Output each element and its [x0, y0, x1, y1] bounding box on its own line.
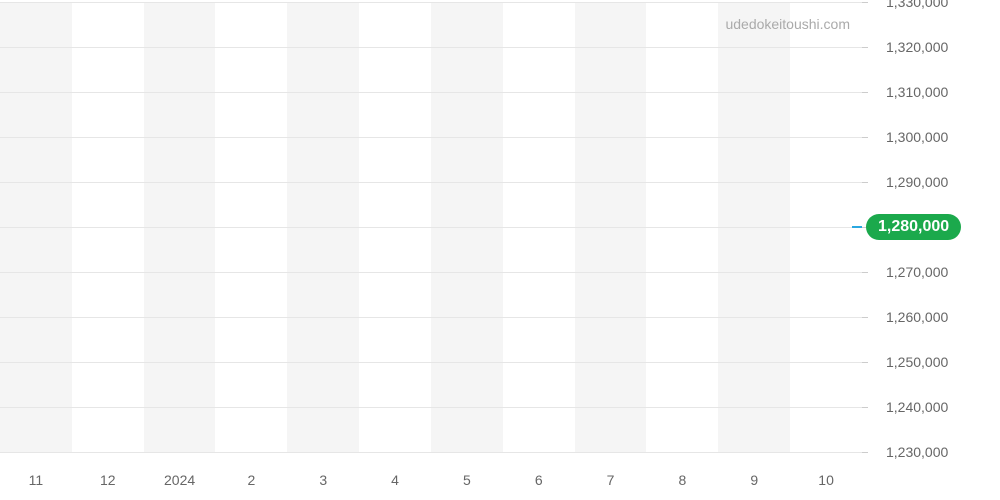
y-gridline — [0, 362, 862, 363]
x-tick-label: 2 — [248, 472, 256, 488]
y-gridline — [0, 182, 862, 183]
x-tick-label: 2024 — [164, 472, 195, 488]
y-tick-mark — [862, 182, 868, 183]
y-gridline — [0, 2, 862, 3]
x-tick-label: 11 — [29, 472, 44, 488]
y-gridline — [0, 272, 862, 273]
y-gridline — [0, 47, 862, 48]
y-tick-label: 1,330,000 — [886, 0, 948, 10]
watermark: udedokeitoushi.com — [700, 16, 850, 32]
y-gridline — [0, 317, 862, 318]
x-tick-label: 7 — [607, 472, 615, 488]
y-tick-label: 1,310,000 — [886, 84, 948, 100]
y-tick-mark — [862, 452, 868, 453]
y-tick-mark — [862, 47, 868, 48]
x-tick-label: 3 — [319, 472, 327, 488]
y-tick-label: 1,250,000 — [886, 354, 948, 370]
x-tick-label: 8 — [679, 472, 687, 488]
y-gridline — [0, 227, 862, 228]
x-tick-label: 10 — [818, 472, 834, 488]
y-tick-label: 1,270,000 — [886, 264, 948, 280]
x-tick-label: 5 — [463, 472, 471, 488]
x-tick-label: 12 — [100, 472, 116, 488]
data-point-marker — [852, 226, 862, 228]
y-tick-label: 1,290,000 — [886, 174, 948, 190]
price-chart: 1,230,000 1,240,000 1,250,000 1,260,000 1,27… — [0, 0, 1000, 500]
x-tick-label: 4 — [391, 472, 399, 488]
y-tick-mark — [862, 317, 868, 318]
x-tick-label: 6 — [535, 472, 543, 488]
y-tick-mark — [862, 2, 868, 3]
y-tick-label: 1,300,000 — [886, 129, 948, 145]
y-gridline — [0, 92, 862, 93]
y-gridline — [0, 407, 862, 408]
y-gridline — [0, 452, 862, 453]
y-tick-label: 1,320,000 — [886, 39, 948, 55]
y-tick-mark — [862, 92, 868, 93]
y-tick-mark — [862, 407, 868, 408]
y-gridline — [0, 137, 862, 138]
x-tick-label: 9 — [750, 472, 758, 488]
y-tick-mark — [862, 137, 868, 138]
y-tick-mark — [862, 272, 868, 273]
y-tick-label: 1,240,000 — [886, 399, 948, 415]
plot-area — [0, 2, 862, 452]
y-tick-mark — [862, 362, 868, 363]
y-tick-label: 1,260,000 — [886, 309, 948, 325]
y-tick-label: 1,230,000 — [886, 444, 948, 460]
current-value-pill: 1,280,000 — [866, 214, 961, 240]
